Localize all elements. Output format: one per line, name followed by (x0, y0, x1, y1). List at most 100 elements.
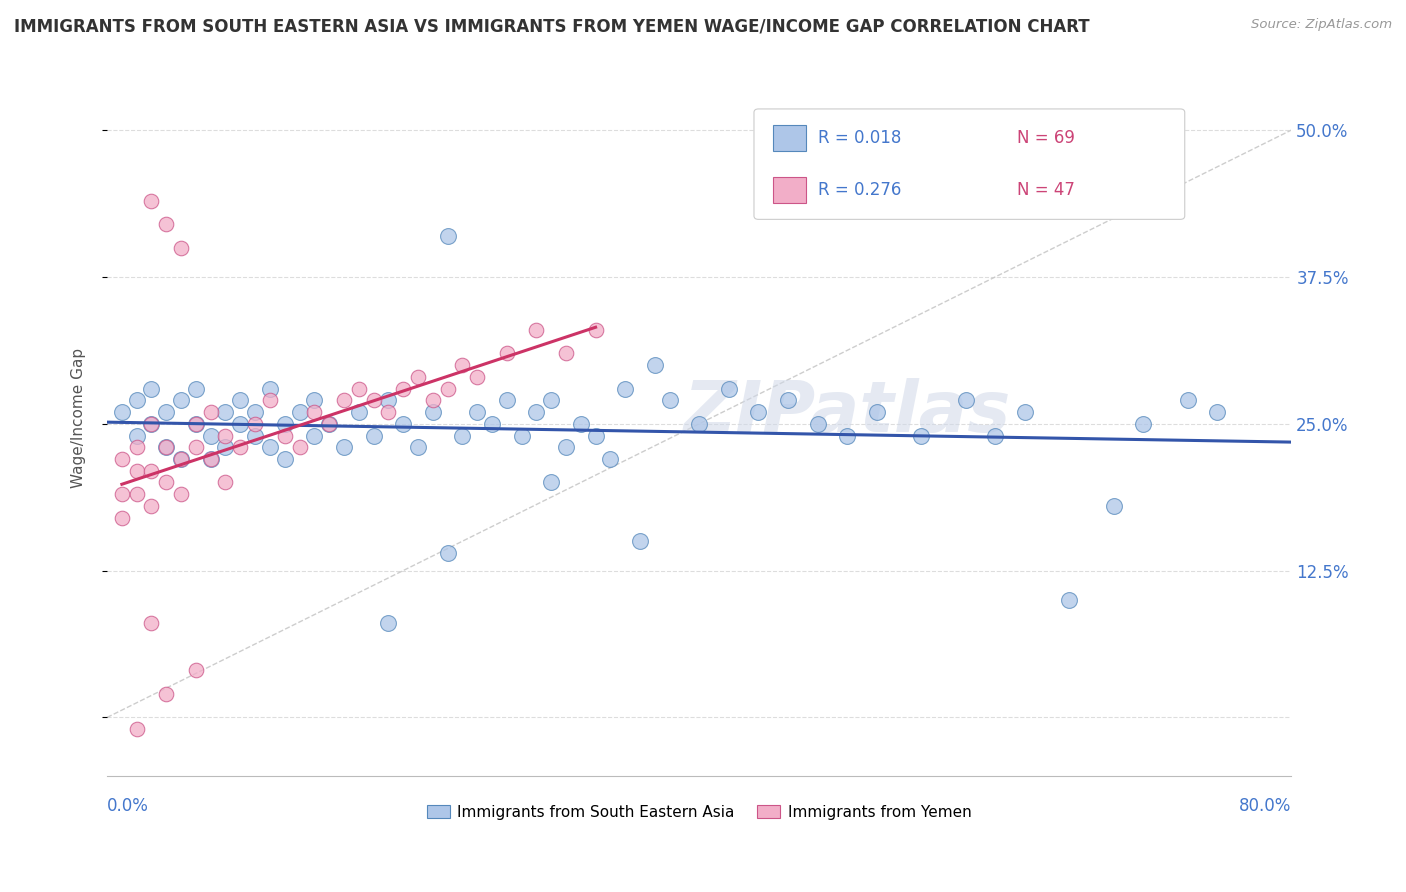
Point (111, 452, 134, 467)
Point (288, 405, 311, 419)
Point (1177, 393, 1199, 408)
Point (200, 428, 222, 442)
Point (111, 510, 134, 524)
Point (170, 393, 193, 408)
Point (614, 382, 637, 396)
Point (1132, 417, 1154, 431)
Point (495, 346, 517, 360)
Point (436, 228, 458, 243)
Point (333, 393, 356, 408)
Point (540, 475, 562, 490)
Point (214, 405, 236, 419)
Point (125, 440, 148, 454)
Point (288, 440, 311, 454)
Point (524, 323, 547, 337)
Point (776, 393, 799, 408)
Point (392, 417, 415, 431)
Point (747, 405, 769, 419)
Point (141, 464, 163, 478)
Point (111, 405, 134, 419)
Point (184, 417, 207, 431)
Point (495, 393, 517, 408)
Point (599, 452, 621, 467)
Point (465, 369, 488, 384)
Text: Source: ZipAtlas.com: Source: ZipAtlas.com (1251, 18, 1392, 31)
Point (451, 428, 474, 442)
FancyBboxPatch shape (754, 109, 1185, 219)
Point (304, 393, 326, 408)
Point (422, 393, 444, 408)
Point (658, 393, 681, 408)
Point (984, 428, 1007, 442)
Point (243, 405, 266, 419)
Text: R = 0.018: R = 0.018 (818, 129, 901, 147)
Point (1206, 405, 1229, 419)
Point (436, 382, 458, 396)
Point (1102, 499, 1125, 513)
Point (540, 393, 562, 408)
Point (200, 405, 222, 419)
Point (170, 452, 193, 467)
Point (304, 405, 326, 419)
Point (363, 393, 385, 408)
Point (214, 475, 236, 490)
Point (569, 417, 592, 431)
Text: N = 69: N = 69 (1018, 129, 1076, 147)
FancyBboxPatch shape (773, 126, 806, 152)
Point (377, 393, 399, 408)
Point (125, 722, 148, 736)
Point (170, 452, 193, 467)
Point (436, 546, 458, 560)
Point (910, 428, 932, 442)
Point (259, 440, 281, 454)
Text: 80.0%: 80.0% (1239, 797, 1291, 815)
Point (866, 405, 889, 419)
Point (451, 358, 474, 372)
Point (347, 405, 370, 419)
Point (214, 428, 236, 442)
Point (155, 440, 177, 454)
Point (955, 393, 977, 408)
Point (155, 440, 177, 454)
Text: R = 0.276: R = 0.276 (818, 181, 901, 199)
Point (184, 440, 207, 454)
Point (585, 428, 607, 442)
Point (304, 428, 326, 442)
Point (141, 194, 163, 208)
Point (555, 440, 578, 454)
Point (717, 382, 740, 396)
Point (259, 382, 281, 396)
Point (555, 346, 578, 360)
Legend: Immigrants from South Eastern Asia, Immigrants from Yemen: Immigrants from South Eastern Asia, Immi… (420, 798, 979, 826)
Point (125, 487, 148, 501)
Point (184, 382, 207, 396)
Point (318, 417, 340, 431)
Point (837, 428, 859, 442)
Point (214, 440, 236, 454)
Point (481, 417, 503, 431)
Text: 0.0%: 0.0% (107, 797, 149, 815)
Point (807, 417, 830, 431)
Point (1014, 405, 1036, 419)
Point (125, 393, 148, 408)
Point (333, 440, 356, 454)
Point (585, 323, 607, 337)
Point (524, 405, 547, 419)
Point (243, 428, 266, 442)
Point (363, 428, 385, 442)
Point (111, 487, 134, 501)
Point (318, 417, 340, 431)
Point (170, 241, 193, 255)
Point (510, 428, 533, 442)
Point (406, 369, 429, 384)
Text: N = 47: N = 47 (1018, 181, 1076, 199)
Point (125, 428, 148, 442)
Point (229, 440, 252, 454)
Point (141, 616, 163, 631)
Point (141, 382, 163, 396)
Point (377, 616, 399, 631)
Text: ZIPatlas: ZIPatlas (683, 377, 1011, 447)
Point (229, 393, 252, 408)
Point (141, 499, 163, 513)
Point (422, 405, 444, 419)
